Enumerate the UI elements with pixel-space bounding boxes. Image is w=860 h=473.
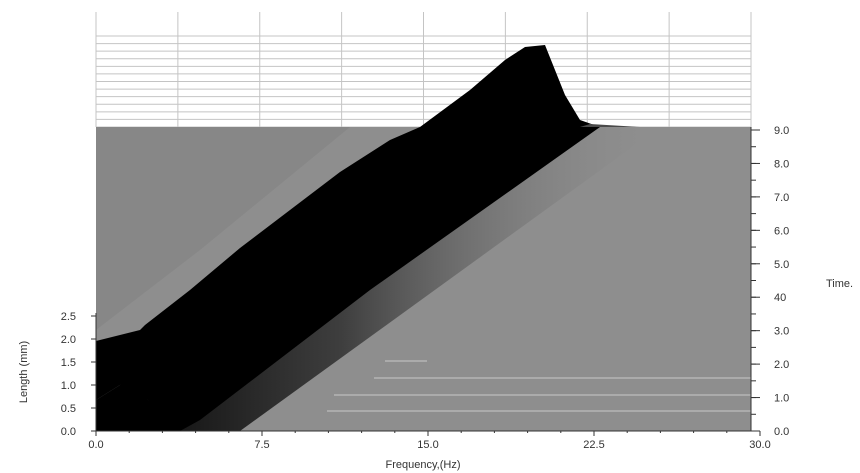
z-tick-label: 8.0 [774,158,789,170]
ridge-group [96,127,660,431]
x-tick-label: 22.5 [583,439,604,451]
z-tick-label: 9.0 [774,125,789,137]
z-axis-title: Time. [826,278,853,290]
ridge-peak-tail [580,124,640,127]
y-axis-ticks: 0.0 0.5 1.0 1.5 2.0 2.5 [61,311,96,438]
y-tick-label: 0.5 [61,403,76,415]
ridge-peak [420,45,600,127]
z-tick-label: 0.0 [774,426,789,438]
x-tick-label: 7.5 [254,439,269,451]
z-tick-label: 7.0 [774,192,789,204]
x-tick-label: 15.0 [417,439,438,451]
ridge-band [96,127,600,431]
x-tick-label: 30.0 [749,439,770,451]
x-axis-ticks: 0.0 7.5 15.0 22.5 30.0 [88,431,771,451]
z-tick-label: 6.0 [774,225,789,237]
y-tick-label: 0.0 [61,426,76,438]
z-tick-label: 5.0 [774,259,789,271]
trace-lines [327,360,751,412]
y-tick-label: 2.5 [61,311,76,323]
y-tick-label: 1.0 [61,380,76,392]
z-tick-label: 2.0 [774,359,789,371]
y-tick-label: 2.0 [61,334,76,346]
x-axis-title: Frequency,(Hz) [386,459,461,471]
x-tick-label: 0.0 [88,439,103,451]
upper-left-shade [96,127,350,330]
top-grid-panel [95,12,752,128]
y-tick-label: 1.5 [61,357,76,369]
z-tick-label: 3.0 [774,326,789,338]
ridge-fade [170,127,660,431]
z-axis-ticks: 0.0 1.0 2.0 3.0 40 5.0 6.0 7.0 8.0 9.0 [751,125,789,438]
low-frequency-spike [96,365,180,431]
z-tick-label: 1.0 [774,393,789,405]
z-tick-label: 40 [774,292,786,304]
y-axis-title: Length (mm) [18,341,30,403]
